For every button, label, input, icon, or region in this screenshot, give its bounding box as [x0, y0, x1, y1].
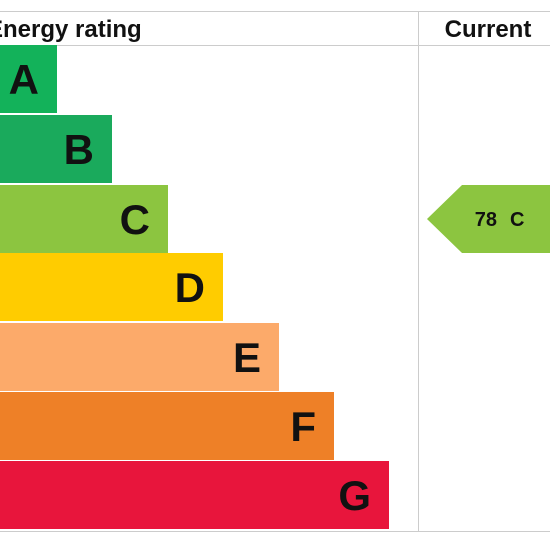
band-bar: [0, 45, 57, 113]
band-bar: [0, 392, 334, 460]
band-letter: E: [233, 334, 261, 381]
band-letter: A: [9, 56, 39, 103]
band-letter: C: [120, 196, 150, 243]
current-arrow: [427, 185, 550, 253]
band-bar: [0, 323, 279, 391]
band-bar: [0, 461, 389, 529]
band-bar: [0, 185, 168, 253]
current-rating: 78 C: [427, 185, 550, 253]
band-bar: [0, 253, 223, 321]
header-title: Energy rating: [0, 16, 142, 43]
header-current: Current: [445, 16, 532, 43]
band-bar: [0, 115, 112, 183]
band-letter: D: [175, 264, 205, 311]
band-letter: G: [338, 472, 371, 519]
current-value: 78: [475, 209, 497, 231]
band-letter: B: [64, 126, 94, 173]
band-letter: F: [290, 403, 316, 450]
current-band: C: [510, 209, 524, 231]
